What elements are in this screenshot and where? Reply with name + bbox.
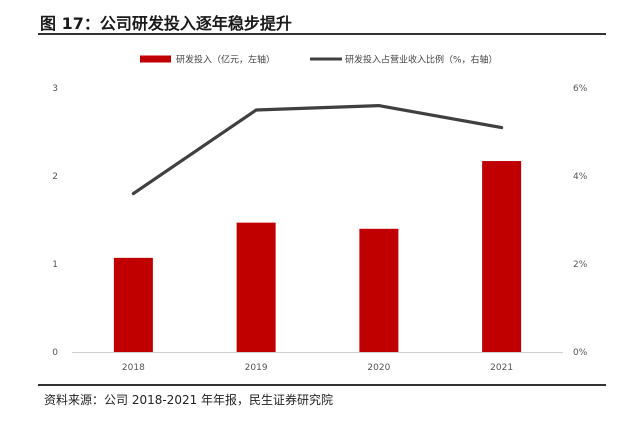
legend-bar-swatch bbox=[140, 55, 171, 63]
line-rd-ratio bbox=[131, 103, 504, 196]
y-right-tick-label: 6% bbox=[573, 84, 588, 94]
x-tick-label: 2018 bbox=[122, 363, 145, 373]
y-left-tick-label: 1 bbox=[52, 260, 58, 270]
source-divider bbox=[38, 384, 606, 386]
chart-title: 图 17：公司研发投入逐年稳步提升 bbox=[40, 14, 292, 33]
y-left-tick-label: 2 bbox=[52, 172, 58, 182]
y-left-tick-label: 0 bbox=[52, 348, 58, 358]
legend-bar-label: 研发投入（亿元，左轴） bbox=[176, 54, 275, 66]
bar-rd-investment bbox=[482, 161, 522, 352]
bar-rd-investment bbox=[359, 228, 399, 352]
x-tick-label: 2019 bbox=[245, 363, 268, 373]
y-right-tick-label: 0% bbox=[573, 348, 588, 358]
source-note: 资料来源：公司 2018-2021 年年报，民生证券研究院 bbox=[44, 393, 334, 407]
y-right-tick-label: 4% bbox=[573, 172, 588, 182]
bar-rd-investment bbox=[113, 257, 153, 352]
legend-line-label: 研发投入占营业收入比例（%，右轴） bbox=[345, 54, 498, 66]
y-right-tick-label: 2% bbox=[573, 260, 588, 270]
bar-rd-investment bbox=[236, 222, 276, 352]
y-left-tick-label: 3 bbox=[52, 84, 58, 94]
x-tick-label: 2021 bbox=[490, 363, 513, 373]
x-tick-label: 2020 bbox=[367, 363, 390, 373]
title-divider bbox=[38, 33, 606, 35]
